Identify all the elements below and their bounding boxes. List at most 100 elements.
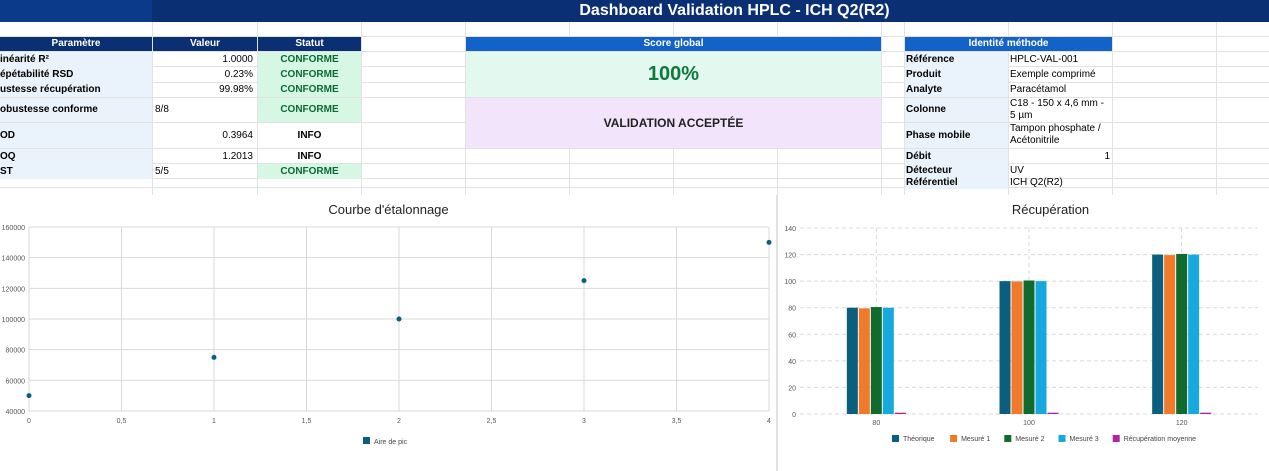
legend-label: Mesuré 1: [961, 436, 990, 443]
x-tick-label: 3: [582, 418, 586, 425]
status-sst[interactable]: CONFORME: [258, 164, 361, 179]
x-tick-label: 2,5: [487, 418, 497, 425]
y-tick-label: 80000: [6, 348, 26, 355]
bar: [1152, 254, 1164, 414]
legend-label: Aire de pic: [374, 439, 408, 446]
y-tick-label: 60: [788, 332, 796, 339]
calibration-chart-svg: 0 0,5 1 1,5 2 2,5 3 3,5 4 40000 60000 80000 100000 12…: [2, 225, 772, 446]
identity-value-colonne[interactable]: C18 - 150 x 4,6 mm - 5 µm: [1010, 98, 1104, 121]
identity-label-referentiel[interactable]: Référentiel: [905, 177, 1008, 189]
header-parametre: Paramètre: [0, 37, 152, 51]
bar: [882, 307, 894, 414]
bar: [1023, 280, 1035, 414]
value-sst[interactable]: 5/5: [155, 166, 169, 177]
param-justesse[interactable]: ustesse récupération: [0, 82, 152, 97]
x-tick-label: 120: [1176, 420, 1188, 427]
value-lod[interactable]: 0.3964: [222, 130, 253, 141]
identity-label-produit[interactable]: Produit: [905, 67, 1008, 82]
status-repetabilite[interactable]: CONFORME: [258, 67, 361, 82]
bar: [846, 307, 858, 414]
identity-value-phase-mobile[interactable]: Tampon phosphate / Acétonitrile: [1010, 123, 1101, 146]
y-tick-label: 160000: [2, 225, 25, 232]
y-tick-label: 140: [784, 226, 796, 233]
param-repetabilite[interactable]: épétabilité RSD: [0, 67, 152, 82]
identity-value-referentiel[interactable]: ICH Q2(R2): [1010, 177, 1063, 188]
identity-label-analyte[interactable]: Analyte: [905, 82, 1008, 97]
param-linearite[interactable]: inéarité R²: [0, 52, 152, 67]
identity-value-debit[interactable]: 1: [1104, 151, 1110, 162]
value-repetabilite[interactable]: 0.23%: [224, 69, 253, 80]
identity-label-debit[interactable]: Débit: [905, 149, 1008, 164]
bar: [1200, 412, 1212, 414]
y-tick-label: 40000: [6, 409, 26, 416]
y-tick-label: 60000: [6, 378, 26, 385]
identity-value-produit[interactable]: Exemple comprimé: [1010, 69, 1096, 80]
param-robustesse[interactable]: obustesse conforme: [0, 98, 152, 122]
x-tick-label: 1,5: [302, 418, 312, 425]
bar: [1011, 281, 1023, 414]
identity-value-detecteur[interactable]: UV: [1010, 165, 1024, 176]
header-identite-methode: Identité méthode: [905, 37, 1112, 51]
bar: [858, 308, 870, 414]
bar: [1035, 281, 1047, 414]
value-robustesse[interactable]: 8/8: [155, 104, 169, 115]
identity-label-detecteur[interactable]: Détecteur: [905, 164, 1008, 177]
bar: [1047, 412, 1059, 414]
param-lod[interactable]: OD: [0, 123, 152, 148]
identity-label-reference[interactable]: Référence: [905, 52, 1008, 67]
legend-label: Théorique: [903, 436, 935, 443]
x-tick-label: 100: [1023, 420, 1035, 427]
x-tick-label: 0,5: [117, 418, 127, 425]
calibration-chart-panel[interactable]: Courbe d'étalonnage 0 0,5 1 1,5 2 2,5 3 3,5 4 400…: [0, 195, 777, 471]
header-statut: Statut: [258, 37, 361, 51]
legend-label: Mesuré 3: [1070, 436, 1099, 443]
data-point: [26, 393, 32, 399]
value-loq[interactable]: 1.2013: [222, 151, 253, 162]
y-tick-label: 100000: [2, 317, 25, 324]
calibration-chart-title: Courbe d'étalonnage: [328, 202, 449, 217]
y-tick-label: 80: [788, 306, 796, 313]
header-valeur: Valeur: [153, 37, 257, 51]
y-tick-label: 20: [788, 385, 796, 392]
legend-swatch: [363, 437, 370, 444]
value-justesse[interactable]: 99.98%: [219, 84, 253, 95]
x-tick-label: 80: [872, 420, 880, 427]
score-value[interactable]: 100%: [466, 52, 881, 97]
x-tick-label: 2: [397, 418, 401, 425]
bar: [894, 412, 906, 414]
y-tick-label: 120000: [2, 286, 25, 293]
legend-swatch: [950, 435, 958, 442]
status-loq[interactable]: INFO: [297, 151, 322, 162]
data-point: [211, 354, 217, 360]
validation-verdict[interactable]: VALIDATION ACCEPTÉE: [466, 98, 881, 148]
x-tick-label: 0: [27, 418, 31, 425]
param-sst[interactable]: ST: [0, 164, 152, 179]
identity-value-reference[interactable]: HPLC-VAL-001: [1010, 54, 1079, 65]
dashboard-title: Dashboard Validation HPLC - ICH Q2(R2): [0, 0, 1269, 22]
recovery-chart-svg: 0 20 40 60 80 100 120 140 80 100 120 Théorique Mesur…: [784, 226, 1258, 443]
legend-label: Récupération moyenne: [1124, 436, 1196, 443]
data-point: [766, 239, 772, 245]
header-score-global: Score global: [466, 37, 881, 51]
status-lod[interactable]: INFO: [297, 130, 322, 141]
bar: [870, 307, 882, 414]
identity-label-phase-mobile[interactable]: Phase mobile: [905, 123, 1008, 148]
identity-value-analyte[interactable]: Paracétamol: [1010, 84, 1067, 95]
data-point: [396, 316, 402, 322]
bar: [999, 281, 1011, 414]
value-linearite[interactable]: 1.0000: [222, 54, 253, 65]
param-loq[interactable]: OQ: [0, 149, 152, 164]
x-tick-label: 3,5: [672, 418, 682, 425]
y-tick-label: 40: [788, 359, 796, 366]
status-justesse[interactable]: CONFORME: [258, 82, 361, 97]
identity-label-colonne[interactable]: Colonne: [905, 98, 1008, 122]
x-tick-label: 1: [212, 418, 216, 425]
legend-swatch: [1112, 435, 1120, 442]
y-tick-label: 120: [784, 253, 796, 260]
recovery-chart-panel[interactable]: Récupération 0 20 40 60 80 100 120 140 80 100 120 T…: [778, 195, 1269, 471]
bar: [1176, 253, 1188, 414]
status-linearite[interactable]: CONFORME: [258, 52, 361, 67]
bar: [1188, 254, 1200, 414]
status-robustesse[interactable]: CONFORME: [258, 98, 361, 122]
legend-swatch: [892, 435, 899, 442]
